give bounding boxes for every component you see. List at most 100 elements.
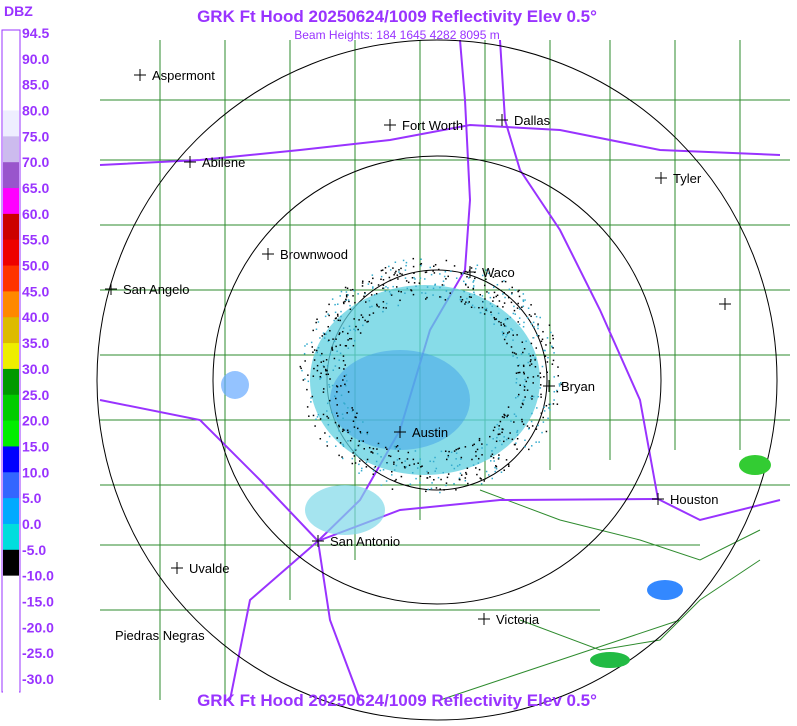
echo-speck (401, 273, 403, 276)
echo-speck (413, 282, 416, 284)
echo-speck (560, 382, 562, 384)
echo-speck (517, 302, 519, 305)
echo-speck (398, 271, 400, 273)
echo-speck (505, 325, 507, 328)
echo-speck (342, 327, 345, 329)
city-label: Houston (670, 492, 718, 507)
city-marker (478, 613, 490, 625)
echo-speck (530, 304, 532, 306)
city-label: Abilene (202, 155, 245, 170)
echo-speck (551, 346, 554, 349)
echo-speck (344, 286, 347, 289)
echo-speck (511, 438, 514, 441)
echo-speck (322, 388, 325, 390)
echo-speck (537, 424, 539, 427)
echo-speck (426, 286, 429, 288)
echo-speck (556, 390, 559, 393)
echo-speck (337, 303, 339, 305)
echo-speck (334, 311, 337, 314)
echo-speck (361, 467, 363, 470)
echo-speck (316, 416, 319, 418)
echo-speck (515, 397, 517, 399)
echo-speck (397, 278, 399, 280)
echo-speck (398, 269, 400, 271)
echo-speck (503, 280, 505, 282)
echo-speck (470, 267, 473, 269)
echo-speck (327, 423, 330, 426)
echo-speck (445, 484, 447, 487)
echo-speck (386, 448, 388, 451)
echo-speck (407, 484, 409, 487)
echo-speck (467, 286, 469, 289)
colorbar-label: 15.0 (22, 438, 49, 454)
echo-speck (459, 298, 462, 301)
echo-speck (445, 458, 448, 461)
echo-speck (374, 465, 377, 468)
city-marker (543, 380, 555, 392)
echo-speck (342, 443, 344, 446)
echo-speck (346, 287, 349, 290)
echo-speck (366, 433, 369, 436)
echo-speck (439, 491, 441, 494)
echo-speck (524, 299, 526, 301)
echo-speck (372, 287, 374, 289)
echo-speck (531, 395, 533, 397)
echo-speck (522, 423, 525, 426)
echo-speck (455, 448, 457, 451)
echo-speck (490, 311, 492, 313)
echo-speck (493, 460, 495, 462)
echo-speck (537, 375, 539, 377)
echo-speck (339, 319, 341, 322)
echo-speck (445, 259, 448, 262)
echo-speck (394, 261, 397, 263)
echo-speck (346, 294, 348, 296)
echo-speck (316, 351, 318, 354)
echo-speck (377, 284, 380, 286)
echo-speck (326, 415, 328, 418)
city-label: Aspermont (152, 68, 215, 83)
echo-speck (349, 431, 351, 433)
echo-speck (326, 402, 329, 405)
echo-speck (435, 487, 438, 489)
echo-speck (430, 487, 433, 490)
echo-speck (414, 278, 416, 280)
echo-speck (326, 445, 329, 447)
echo-speck (316, 369, 319, 372)
echo-speck (397, 304, 400, 307)
echo-speck (425, 490, 427, 493)
colorbar-segment (3, 420, 19, 447)
echo-speck (323, 337, 326, 339)
echo-speck (424, 298, 427, 300)
echo-speck (420, 466, 422, 468)
echo-speck (472, 287, 475, 289)
echo-speck (464, 283, 467, 285)
echo-speck (325, 369, 327, 372)
echo-speck (327, 340, 329, 342)
echo-speck (503, 416, 505, 419)
colorbar-label: 80.0 (22, 103, 49, 119)
echo-speck (367, 283, 370, 285)
echo-speck (477, 457, 480, 460)
echo-speck (450, 464, 453, 467)
echo-speck (313, 367, 315, 370)
echo-speck (406, 287, 409, 290)
echo-speck (345, 345, 348, 347)
echo-speck (358, 444, 361, 446)
echo-speck (484, 284, 486, 287)
echo-speck (501, 416, 504, 418)
echo-speck (303, 352, 306, 355)
echo-speck (531, 425, 534, 427)
echo-speck (468, 301, 470, 303)
echo-speck (522, 351, 524, 354)
echo-speck (517, 321, 519, 323)
echo-speck (329, 353, 331, 356)
echo-speck (510, 301, 513, 304)
colorbar-segment (3, 265, 19, 292)
echo-speck (445, 290, 448, 292)
subtitle: Beam Heights: 184 1645 4282 8095 m (294, 28, 499, 42)
echo-speck (530, 420, 533, 423)
echo-speck (394, 447, 397, 450)
echo-speck (376, 452, 379, 455)
echo-speck (479, 312, 482, 314)
echo-speck (453, 450, 456, 452)
